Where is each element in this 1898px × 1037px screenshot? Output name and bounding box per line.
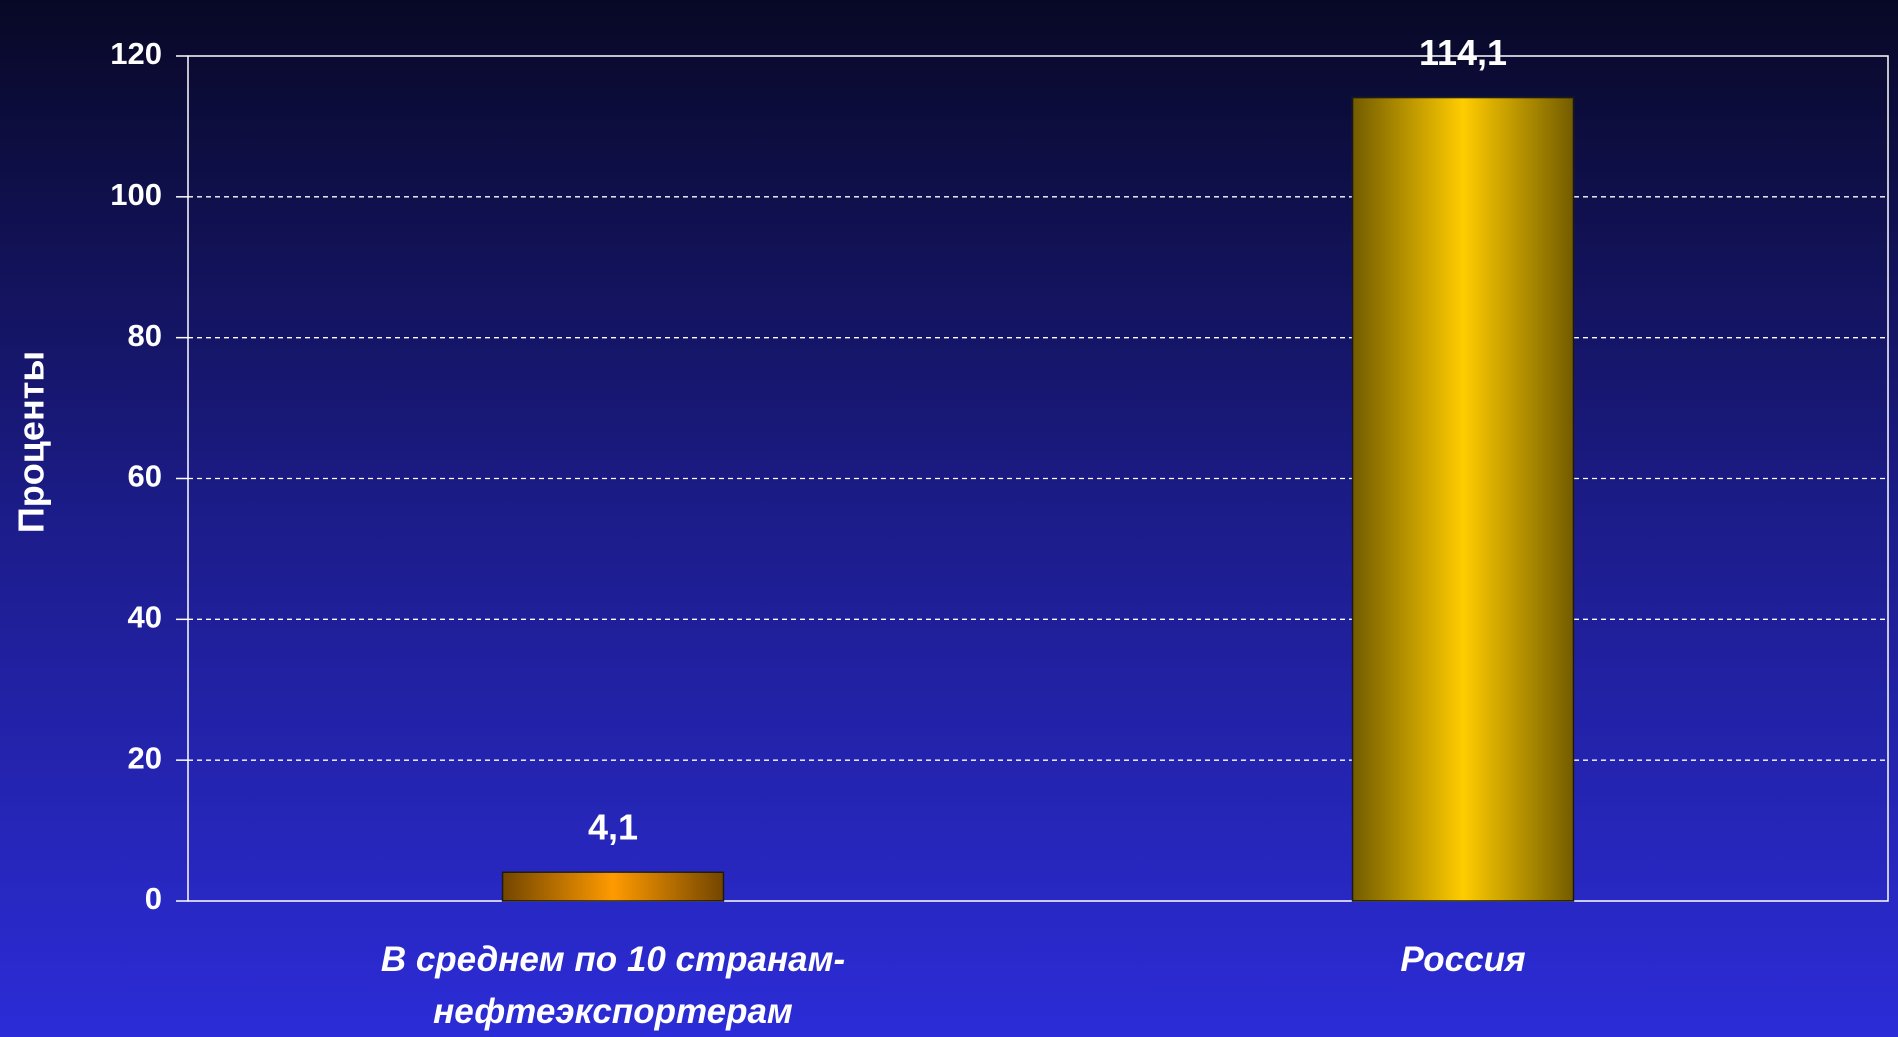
bar (501, 871, 725, 902)
y-tick-label: 40 (128, 600, 162, 635)
x-tick-label: В среднем по 10 странам-нефтеэкспортерам (381, 940, 845, 1031)
y-tick-label: 120 (110, 36, 162, 71)
y-tick-label: 100 (110, 177, 162, 212)
y-tick-label: 80 (128, 318, 162, 353)
x-tick-label: Россия (1400, 940, 1525, 979)
y-tick-label: 20 (128, 740, 162, 775)
y-tick-label: 0 (145, 881, 162, 916)
data-label: 114,1 (1419, 32, 1507, 73)
bar (1351, 96, 1575, 902)
y-axis-label: Проценты (11, 351, 52, 533)
y-tick-label: 60 (128, 459, 162, 494)
data-label: 4,1 (588, 807, 638, 848)
